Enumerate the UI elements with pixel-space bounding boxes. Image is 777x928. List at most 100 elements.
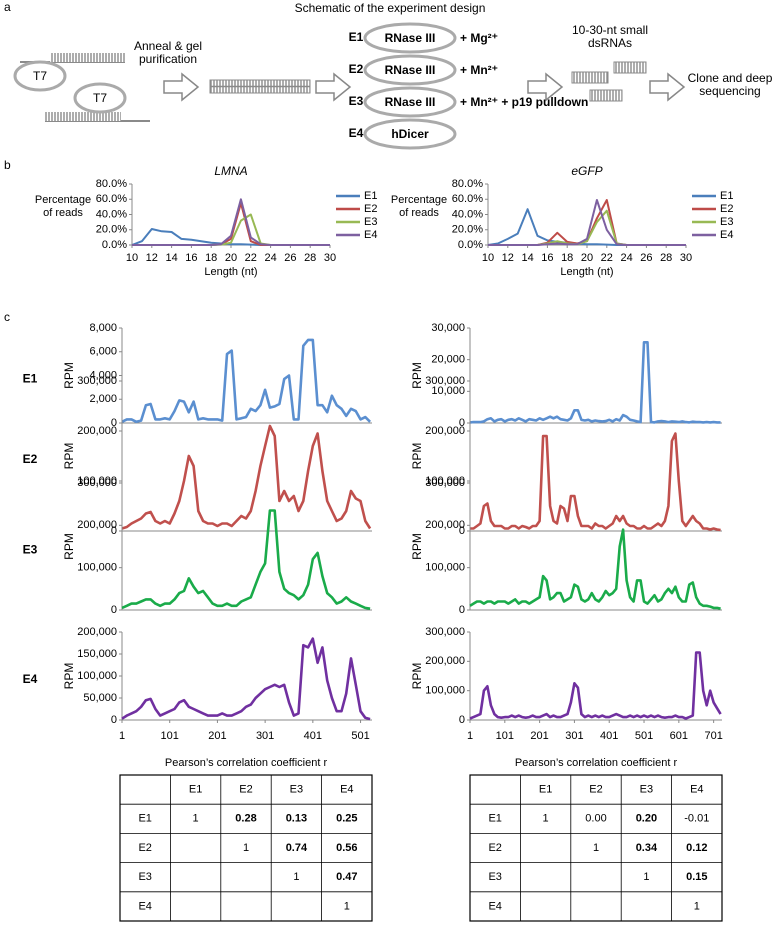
product-label: 10-30-nt small dsRNAs: [571, 23, 649, 50]
table-cell: 0.20: [636, 813, 657, 825]
column-header: E3: [640, 784, 653, 796]
legend-label: E4: [720, 229, 733, 241]
series-line: [132, 202, 330, 246]
table-title: Pearson’s correlation coefficient r: [165, 757, 328, 769]
flow-arrow: [527, 72, 564, 102]
table-cell: 1: [293, 871, 299, 883]
y-tick-label: 200,000: [425, 655, 465, 667]
column-header: E3: [290, 784, 303, 796]
rna-strand: [45, 112, 121, 121]
table-cell: 1: [593, 842, 599, 854]
x-tick-label: 18: [205, 252, 217, 264]
y-axis-label: RPM: [62, 443, 76, 470]
series-line: [469, 528, 721, 610]
x-axis-label: Length (nt): [560, 266, 613, 278]
y-axis-label: RPM: [410, 362, 424, 389]
row-header: E1: [138, 813, 151, 825]
y-axis-label: Percentage of reads: [390, 194, 448, 219]
y-tick-label: 4,000: [89, 369, 117, 381]
y-tick-label: 200,000: [77, 519, 117, 531]
experiment-label: E2: [349, 62, 364, 76]
x-tick-label: 10: [482, 252, 494, 264]
x-tick-label: 20: [225, 252, 237, 264]
condition-label: + Mn²⁺: [460, 63, 498, 77]
y-tick-label: 100,000: [77, 562, 117, 574]
column-header: E1: [189, 784, 202, 796]
legend-label: E2: [364, 203, 377, 215]
x-tick-label: 16: [185, 252, 197, 264]
y-tick-label: 20.0%: [452, 224, 483, 236]
table-cell: 1: [193, 813, 199, 825]
table-cell: 0.47: [336, 871, 357, 883]
y-tick-label: 0.0%: [458, 239, 483, 251]
panel-label: b: [4, 158, 11, 172]
y-tick-label: 150,000: [77, 648, 117, 660]
legend-label: E3: [720, 216, 733, 228]
table-cell: 0.25: [336, 813, 357, 825]
enzyme-oval: [363, 54, 457, 86]
row-label: E1: [23, 372, 38, 386]
chart-title: eGFP: [571, 164, 602, 178]
y-axis-label: RPM: [410, 663, 424, 690]
y-tick-label: 100,000: [425, 475, 465, 487]
x-tick-label: 26: [640, 252, 652, 264]
y-tick-label: 8,000: [89, 322, 117, 334]
x-tick-label: 1: [467, 730, 473, 742]
x-tick-label: 22: [601, 252, 613, 264]
y-tick-label: 80.0%: [452, 178, 483, 190]
step-label: Anneal & gel purification: [133, 39, 203, 66]
row-header: E4: [138, 900, 151, 912]
y-axis-label: RPM: [62, 362, 76, 389]
y-tick-label: 0: [459, 525, 465, 537]
x-tick-label: 201: [208, 730, 226, 742]
legend-label: E1: [364, 190, 377, 202]
y-tick-label: 10,000: [431, 385, 465, 397]
panel-label: a: [4, 0, 11, 14]
legend-label: E4: [364, 229, 377, 241]
table-cell: 0.74: [286, 842, 308, 854]
x-tick-label: 28: [304, 252, 316, 264]
y-tick-label: 100,000: [425, 685, 465, 697]
y-tick-label: 0: [111, 714, 117, 726]
y-axis-label: RPM: [62, 663, 76, 690]
y-tick-label: 20.0%: [96, 224, 127, 236]
y-tick-label: 100,000: [77, 475, 117, 487]
y-tick-label: 300,000: [425, 626, 465, 638]
y-tick-label: 0: [459, 604, 465, 616]
table-cell: 1: [243, 842, 249, 854]
y-tick-label: 0.0%: [102, 239, 127, 251]
y-tick-label: 20,000: [431, 354, 465, 366]
table-title: Pearson’s correlation coefficient r: [515, 757, 678, 769]
y-tick-label: 0: [111, 417, 117, 429]
row-header: E2: [488, 842, 501, 854]
x-tick-label: 301: [565, 730, 583, 742]
x-tick-label: 30: [680, 252, 692, 264]
series-line: [132, 198, 330, 246]
small-dsrna: [571, 71, 609, 84]
x-tick-label: 701: [704, 730, 722, 742]
x-tick-label: 24: [620, 252, 632, 264]
series-line: [470, 432, 721, 532]
y-tick-label: 30,000: [431, 322, 465, 334]
x-axis-label: Length (nt): [204, 266, 257, 278]
series-line: [121, 338, 372, 424]
y-tick-label: 80.0%: [96, 178, 127, 190]
table-cell: 1: [643, 871, 649, 883]
flow-arrow: [315, 72, 352, 102]
x-tick-label: 24: [264, 252, 276, 264]
y-tick-label: 200,000: [77, 626, 117, 638]
y-tick-label: 100,000: [77, 670, 117, 682]
table-cell: 0.12: [686, 842, 707, 854]
small-dsrna: [589, 89, 623, 102]
column-header: E4: [340, 784, 353, 796]
series-line: [469, 341, 721, 424]
enzyme-label: RNase III: [385, 31, 436, 45]
legend-label: E2: [720, 203, 733, 215]
table-border: [119, 774, 373, 922]
row-header: E3: [488, 871, 501, 883]
row-label: E3: [23, 543, 38, 557]
y-tick-label: 100,000: [425, 562, 465, 574]
x-tick-label: 26: [284, 252, 296, 264]
column-header: E2: [239, 784, 252, 796]
row-label: E4: [23, 672, 38, 686]
